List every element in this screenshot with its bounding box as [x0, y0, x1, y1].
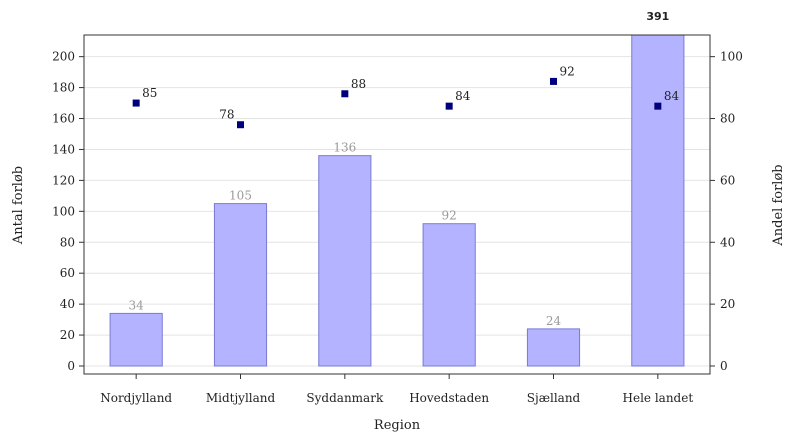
data-point [654, 102, 662, 110]
point-label: 84 [455, 89, 471, 103]
y2-tick-label: 40 [720, 235, 735, 249]
data-point [237, 121, 244, 129]
point-label: 84 [664, 89, 680, 103]
x-axis-title: Region [374, 418, 421, 433]
y2-tick-label: 20 [720, 297, 735, 311]
y-axis-left: 0 20 40 60 80 100 120 140 160 180 200 [52, 50, 84, 373]
x-tick-label: Sjælland [527, 391, 581, 405]
x-tick-label: Hovedstaden [409, 391, 489, 405]
y2-tick-label: 100 [720, 50, 743, 64]
y-tick-label: 120 [52, 173, 75, 187]
y-tick-label: 60 [60, 266, 75, 280]
bar-label: 34 [129, 298, 145, 312]
y-tick-label: 0 [67, 359, 75, 373]
x-tick-label: Nordjylland [100, 391, 172, 405]
y-tick-label: 80 [60, 235, 75, 249]
y-tick-label: 160 [52, 112, 75, 126]
x-tick-label: Midtjylland [206, 391, 276, 405]
point-label: 92 [560, 64, 575, 78]
y-tick-label: 40 [60, 297, 75, 311]
data-point [341, 90, 349, 98]
plot-frame [83, 34, 711, 375]
bar-series: 34 105 136 92 24 391 [109, 10, 685, 367]
bar-label: 24 [546, 314, 562, 328]
point-label: 85 [142, 86, 157, 100]
y2-axis-title: Andel forløb [771, 164, 786, 246]
bar [318, 155, 372, 367]
gridlines [84, 56, 710, 367]
bar-label: 391 [646, 10, 669, 23]
bar-label: 136 [333, 141, 356, 155]
x-axis: Nordjylland Midtjylland Syddanmark Hovedsta… [100, 374, 693, 405]
bar [213, 203, 268, 367]
bar-label: 105 [229, 189, 252, 203]
bar [526, 328, 581, 367]
data-point [132, 99, 140, 107]
y-tick-label: 20 [60, 328, 75, 342]
bar-label: 92 [442, 209, 457, 223]
y-axis-title: Antal forløb [11, 166, 26, 245]
point-label: 88 [351, 77, 366, 91]
point-series: 85 78 88 84 92 84 [132, 64, 680, 129]
bar [109, 312, 163, 367]
y-tick-label: 200 [52, 50, 75, 64]
y-tick-label: 180 [52, 81, 75, 95]
data-point [550, 77, 557, 85]
y-axis-right: 0 20 40 60 80 100 [710, 50, 743, 373]
y-tick-label: 140 [52, 142, 75, 156]
point-label: 78 [219, 108, 234, 122]
y2-tick-label: 80 [720, 112, 735, 126]
bar [631, 34, 685, 367]
bar [422, 223, 476, 367]
x-tick-label: Syddanmark [306, 391, 384, 405]
data-point [445, 102, 453, 110]
y2-tick-label: 60 [720, 173, 735, 187]
x-tick-label: Hele landet [623, 391, 694, 405]
y-tick-label: 100 [52, 204, 75, 218]
y2-tick-label: 0 [720, 359, 728, 373]
